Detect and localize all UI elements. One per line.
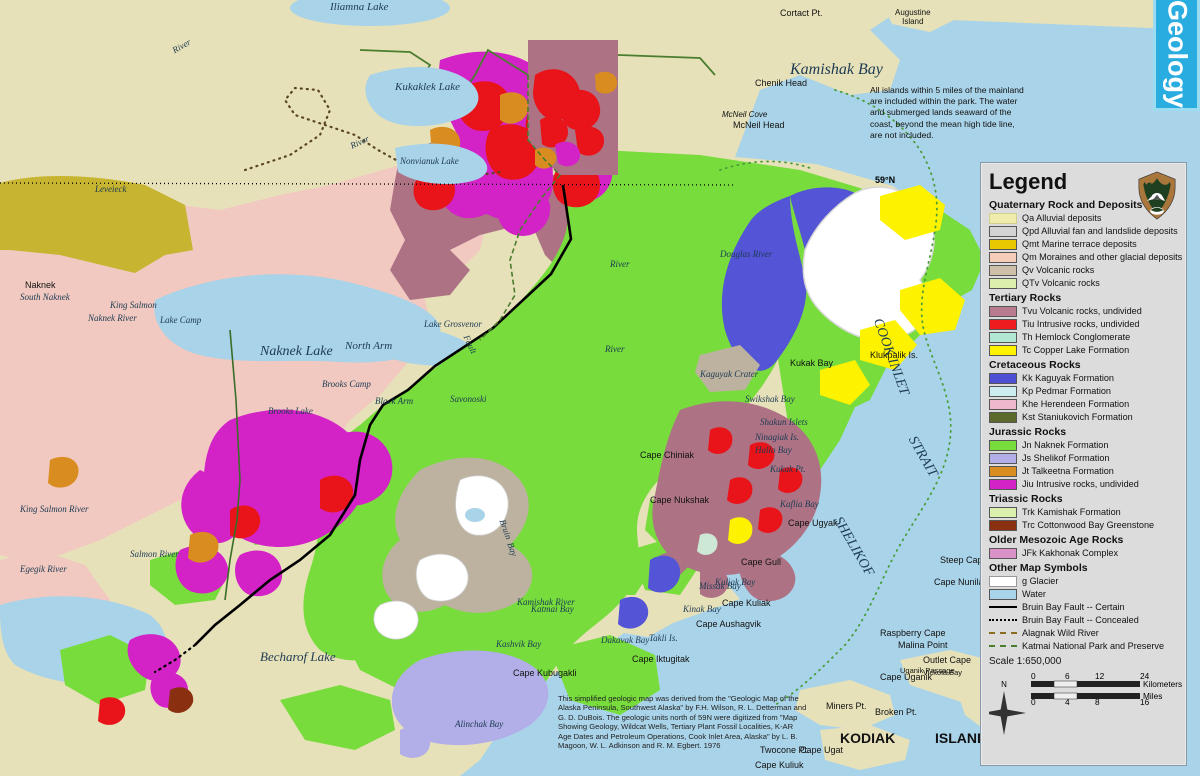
- svg-text:Kilometers: Kilometers: [1143, 679, 1182, 689]
- svg-text:Miles: Miles: [1143, 691, 1162, 701]
- svg-text:12: 12: [1095, 671, 1105, 681]
- svg-text:N: N: [1001, 680, 1007, 689]
- svg-text:0: 0: [1031, 671, 1036, 681]
- svg-text:6: 6: [1065, 671, 1070, 681]
